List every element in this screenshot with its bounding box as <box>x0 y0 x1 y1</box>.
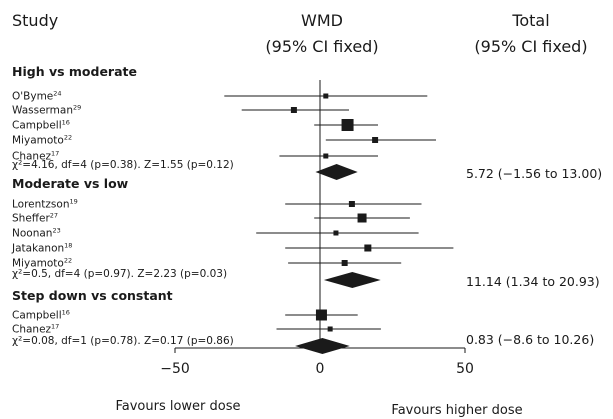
heterogeneity-stats: χ²=0.08, df=1 (p=0.78). Z=0.17 (p=0.86) <box>12 335 234 347</box>
study-label: Jatakanon18 <box>11 242 72 255</box>
study-reference: 19 <box>69 198 77 206</box>
study-effect-square <box>357 213 367 223</box>
pooled-estimate-diamond <box>315 164 358 180</box>
x-tick-label: −50 <box>160 361 190 377</box>
study-reference: 16 <box>62 119 70 127</box>
study-effect-square <box>315 309 327 321</box>
pooled-total-text: 5.72 (−1.56 to 13.00) <box>466 166 602 181</box>
study-reference: 22 <box>64 134 72 142</box>
study-reference: 18 <box>64 242 72 250</box>
pooled-estimate-diamond <box>323 272 381 288</box>
study-label: Miyamoto22 <box>12 134 72 147</box>
study-reference: 23 <box>52 227 60 235</box>
study-label: Wasserman29 <box>12 104 81 117</box>
heterogeneity-stats: χ²=0.5, df=4 (p=0.97). Z=2.23 (p=0.03) <box>12 268 227 280</box>
x-tick-label: 50 <box>456 361 474 377</box>
study-name: Wasserman <box>12 105 73 117</box>
total-header-line2: (95% CI fixed) <box>474 37 587 56</box>
study-name: Campbell <box>12 120 62 132</box>
study-reference: 17 <box>51 323 59 331</box>
study-label: Miyamoto22 <box>12 257 72 270</box>
study-reference: 22 <box>64 257 72 265</box>
forest-rows: High vs moderateO'Byme24Wasserman29Campb… <box>11 64 602 354</box>
study-label: Noonan23 <box>12 227 61 240</box>
study-effect-square <box>341 260 348 266</box>
study-name: Campbell <box>12 310 62 322</box>
study-effect-square <box>290 107 297 113</box>
study-label: Campbell16 <box>12 119 70 132</box>
study-column-header: Study <box>12 11 58 30</box>
study-reference: 17 <box>51 150 59 158</box>
study-name: Miyamoto <box>12 135 64 147</box>
pooled-total-text: 11.14 (1.34 to 20.93) <box>466 274 600 289</box>
study-name: Chanez <box>12 324 52 336</box>
group-title: Moderate vs low <box>12 176 129 191</box>
wmd-header-line1: WMD <box>301 11 343 30</box>
group-title: High vs moderate <box>12 64 137 79</box>
x-tick-label: 0 <box>316 361 325 377</box>
study-label: Sheffer27 <box>12 212 58 225</box>
study-name: Chanez <box>12 151 52 163</box>
study-label: Chanez17 <box>12 150 59 163</box>
study-reference: 27 <box>50 212 58 220</box>
study-label: Lorentzson19 <box>12 198 78 211</box>
wmd-header-line2: (95% CI fixed) <box>265 37 378 56</box>
study-label: O'Byme24 <box>12 90 62 103</box>
study-reference: 29 <box>73 104 81 112</box>
study-name: O'Byme <box>12 91 53 103</box>
study-effect-square <box>323 93 329 99</box>
favours-lower-label: Favours lower dose <box>115 399 240 414</box>
study-effect-square <box>364 244 372 252</box>
study-name: Jatakanon <box>11 243 64 255</box>
group-title: Step down vs constant <box>12 288 173 303</box>
study-effect-square <box>372 137 379 143</box>
study-name: Noonan <box>12 228 52 240</box>
heterogeneity-stats: χ²=4.16, df=4 (p=0.38). Z=1.55 (p=0.12) <box>12 159 234 171</box>
pooled-total-text: 0.83 (−8.6 to 10.26) <box>466 332 594 347</box>
total-header-line1: Total <box>511 11 549 30</box>
study-reference: 16 <box>62 309 70 317</box>
study-effect-square <box>333 230 339 236</box>
pooled-estimate-diamond <box>295 338 350 354</box>
study-label: Campbell16 <box>12 309 70 322</box>
study-effect-square <box>323 153 329 159</box>
study-effect-square <box>327 326 333 332</box>
study-name: Sheffer <box>12 213 50 225</box>
study-effect-square <box>348 201 355 207</box>
favours-higher-label: Favours higher dose <box>391 403 522 418</box>
study-reference: 24 <box>53 90 61 98</box>
study-effect-square <box>341 119 354 131</box>
study-name: Miyamoto <box>12 258 64 270</box>
study-name: Lorentzson <box>12 199 69 211</box>
study-label: Chanez17 <box>12 323 59 336</box>
